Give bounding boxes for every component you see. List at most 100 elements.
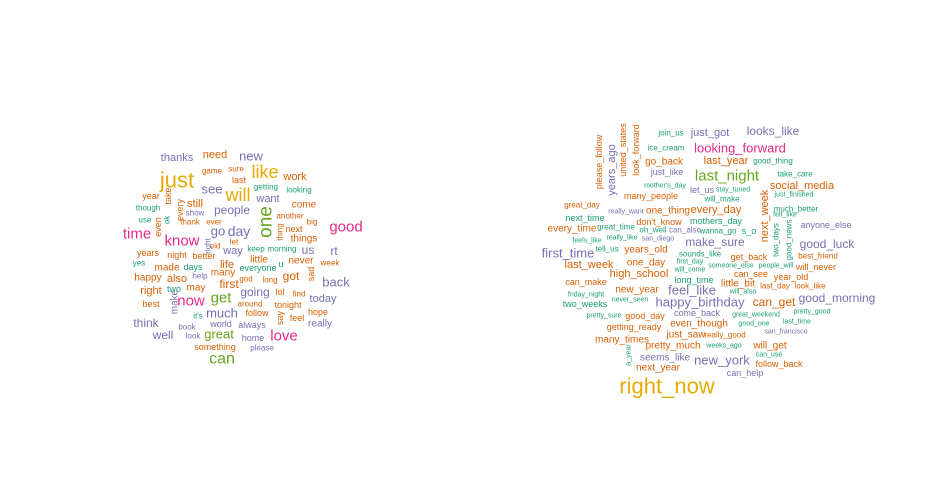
cloud-word: year xyxy=(142,191,160,201)
cloud-word: can_see xyxy=(734,269,768,279)
cloud-word: ice_cream xyxy=(648,144,685,153)
cloud-word: never xyxy=(288,256,314,267)
cloud-word: old xyxy=(210,242,221,251)
cloud-word: pretty_sure xyxy=(586,313,621,320)
cloud-word: great xyxy=(204,327,234,342)
cloud-word: new_york xyxy=(694,353,750,368)
cloud-word: can_also xyxy=(669,226,702,235)
cloud-word: look xyxy=(186,332,202,341)
cloud-word: one xyxy=(256,206,277,238)
cloud-word: come_back xyxy=(674,308,721,318)
cloud-word: just_got xyxy=(690,127,730,139)
cloud-word: will_come xyxy=(674,267,706,274)
cloud-word: best xyxy=(142,299,160,309)
cloud-word: many xyxy=(211,268,235,279)
cloud-word: show xyxy=(186,209,205,218)
cloud-word: u xyxy=(278,259,283,269)
cloud-word: mothers_day xyxy=(690,216,743,226)
cloud-word: will_never xyxy=(795,262,836,272)
cloud-word: good_one xyxy=(738,321,769,328)
cloud-word: happy xyxy=(134,273,161,284)
cloud-word: can_use xyxy=(756,352,783,359)
cloud-word: little_bit xyxy=(721,279,755,290)
cloud-word: first xyxy=(219,277,239,291)
cloud-word: friday_night xyxy=(568,292,604,299)
cloud-word: need xyxy=(203,149,227,161)
cloud-word: great_weekend xyxy=(732,312,780,319)
cloud-word: really_want xyxy=(608,209,643,216)
cloud-word: seems_like xyxy=(640,353,690,364)
cloud-word: back xyxy=(322,275,350,290)
cloud-word: sounds_like xyxy=(679,250,722,259)
cloud-word: ever xyxy=(206,218,222,227)
cloud-word: go xyxy=(211,224,225,239)
cloud-word: now xyxy=(177,293,205,310)
cloud-word: like xyxy=(251,162,278,182)
cloud-word: high_school xyxy=(610,268,669,280)
cloud-word: pretty_good xyxy=(794,309,831,316)
cloud-word: every_time xyxy=(548,224,597,235)
cloud-word: please_follow xyxy=(594,134,604,189)
cloud-word: big xyxy=(307,218,318,227)
cloud-word: love xyxy=(270,328,298,345)
cloud-word: time xyxy=(123,226,151,243)
cloud-word: going xyxy=(240,285,269,299)
cloud-word: last_time xyxy=(783,319,811,326)
cloud-word: long_time xyxy=(674,275,713,285)
cloud-word: anyone_else xyxy=(800,220,851,230)
cloud-word: use xyxy=(139,216,152,225)
cloud-word: something xyxy=(194,342,236,352)
cloud-word: last xyxy=(232,175,247,185)
cloud-word: one_thing xyxy=(646,206,690,217)
cloud-word: ok xyxy=(163,215,172,224)
cloud-word: right xyxy=(140,285,161,297)
cloud-word: will_get xyxy=(752,341,787,352)
cloud-word: let_us xyxy=(690,185,715,195)
cloud-word: looks_like xyxy=(747,124,800,138)
cloud-word: last_day xyxy=(760,282,790,291)
cloud-word: oh_well xyxy=(639,226,666,235)
cloud-word: much xyxy=(206,306,238,321)
cloud-word: work xyxy=(282,171,307,183)
cloud-word: can_get xyxy=(753,295,796,309)
cloud-word: best_friend xyxy=(798,252,838,261)
cloud-word: sad xyxy=(306,267,316,282)
cloud-word: good xyxy=(329,219,362,236)
cloud-word: feel xyxy=(290,313,305,323)
cloud-word: weeks_ago xyxy=(705,343,742,350)
cloud-word: just_like xyxy=(650,167,684,177)
cloud-word: every xyxy=(175,199,185,222)
cloud-word: feels_like xyxy=(572,238,601,245)
cloud-word: united_states xyxy=(618,123,628,177)
cloud-word: great_time xyxy=(597,223,635,232)
cloud-word: always xyxy=(238,320,266,330)
cloud-word: everyone xyxy=(239,263,276,273)
cloud-word: night xyxy=(167,250,187,260)
cloud-word: home xyxy=(242,333,265,343)
bigram-cloud: join_us just_got looks_like ice_cream lookin… xyxy=(542,123,876,399)
cloud-word: even_though xyxy=(670,319,728,330)
cloud-word: san_francisco xyxy=(764,329,807,336)
cloud-word: make_sure xyxy=(685,235,745,249)
cloud-word: look_forward xyxy=(631,124,641,176)
cloud-word: looking_forward xyxy=(694,141,786,156)
cloud-word: get_back xyxy=(731,252,768,262)
cloud-word: well xyxy=(152,328,174,342)
cloud-word: social_media xyxy=(770,180,835,192)
cloud-word: keep xyxy=(247,245,265,254)
cloud-word: pretty_much xyxy=(645,341,700,352)
cloud-word: really_like xyxy=(606,235,637,242)
cloud-word: also xyxy=(167,273,187,285)
cloud-word: think xyxy=(133,316,159,330)
cloud-word: san_diego xyxy=(642,236,674,243)
cloud-word: go_back xyxy=(645,157,684,168)
cloud-word: a_year xyxy=(626,344,633,366)
cloud-word: two_days xyxy=(772,223,781,257)
cloud-word: good_day xyxy=(625,311,665,321)
cloud-word: around xyxy=(238,300,263,309)
cloud-word: better xyxy=(192,251,215,261)
unigram-cloud: thanks need new just game sure like last work see… xyxy=(123,149,363,368)
cloud-word: join_us xyxy=(657,129,683,138)
cloud-word: world xyxy=(209,319,232,329)
cloud-word: please xyxy=(250,344,274,353)
